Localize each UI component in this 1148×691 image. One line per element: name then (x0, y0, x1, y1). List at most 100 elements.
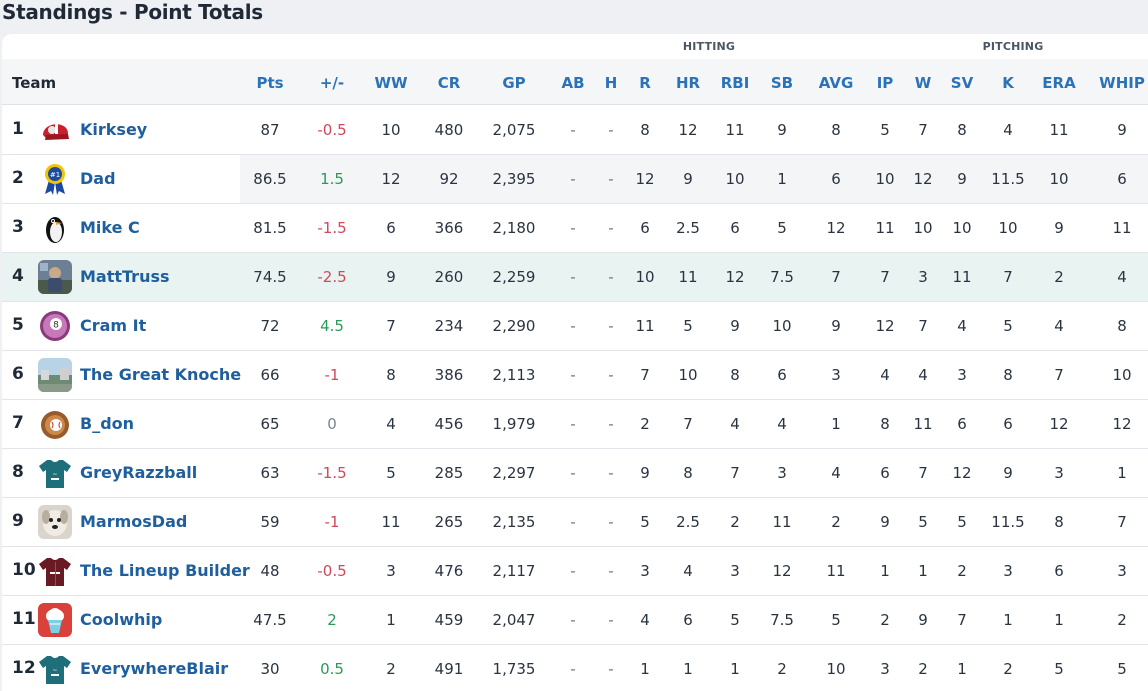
cell-era: 8 (1054, 513, 1064, 531)
cell-era: 5 (1054, 660, 1064, 678)
cell-ww: 3 (386, 562, 396, 580)
cell-sb: 9 (777, 121, 787, 139)
cell-era: 3 (1054, 464, 1064, 482)
column-header-whip[interactable]: WHIP (1099, 74, 1145, 92)
cell-whip: 3 (1117, 562, 1127, 580)
team-name-link[interactable]: Dad (80, 169, 116, 188)
cell-ip: 1 (880, 562, 890, 580)
table-row[interactable]: 5 8 Cram It 72 4.5 7 234 2,290 - - 11 5 9 10 9 12 7 4 5 4 8 (2, 302, 1148, 351)
cell-whip: 7 (1117, 513, 1127, 531)
cell-h: - (608, 121, 614, 139)
rank-number: 10 (12, 560, 36, 580)
cell-gp: 1,979 (492, 415, 536, 433)
table-row[interactable]: 7 B_don 65 0 4 456 1,979 - - 2 7 4 4 1 8 11 6 6 12 12 (2, 400, 1148, 449)
cell-era: 9 (1054, 219, 1064, 237)
svg-text:~: ~ (52, 471, 57, 478)
cell-gp: 2,259 (492, 268, 536, 286)
cell-pm: 1.5 (320, 170, 344, 188)
column-header-ab[interactable]: AB (561, 74, 585, 92)
team-avatar-photo-icon[interactable] (38, 260, 72, 294)
cell-k: 1 (1003, 611, 1013, 629)
column-header-team[interactable]: Team (12, 74, 57, 92)
team-avatar-teal-jersey-icon[interactable]: ~ (38, 456, 72, 490)
cell-ww: 11 (381, 513, 401, 531)
team-avatar-penguin-icon[interactable] (38, 211, 72, 245)
team-name-link[interactable]: GreyRazzball (80, 463, 198, 482)
cell-r: 1 (640, 660, 650, 678)
team-name-link[interactable]: The Great Knoche (80, 365, 242, 384)
team-avatar-eight-ball-icon[interactable]: 8 (38, 309, 72, 343)
cell-cr: 476 (434, 562, 464, 580)
column-header-ww[interactable]: WW (374, 74, 408, 92)
team-name-link[interactable]: Coolwhip (80, 610, 163, 629)
cell-h: - (608, 219, 614, 237)
cell-rbi: 6 (730, 219, 740, 237)
table-row[interactable]: 3 Mike C 81.5 -1.5 6 366 2,180 - - 6 2.5 6 5 12 11 10 10… (2, 204, 1148, 253)
table-row[interactable]: 10 The Lineup Builder 48 -0.5 3 476 2,117 - - 3 4 3… (2, 547, 1148, 596)
column-header-gp[interactable]: GP (502, 74, 526, 92)
cell-ab: - (570, 415, 576, 433)
cell-r: 6 (640, 219, 650, 237)
cell-sv: 2 (957, 562, 967, 580)
cell-hr: 2.5 (676, 219, 700, 237)
cell-ip: 11 (875, 219, 895, 237)
cell-hr: 9 (683, 170, 693, 188)
column-header-era[interactable]: ERA (1042, 74, 1076, 92)
team-avatar-maroon-jersey-icon[interactable] (38, 554, 72, 588)
column-header-avg[interactable]: AVG (818, 74, 854, 92)
column-header-sv[interactable]: SV (950, 74, 974, 92)
team-avatar-teal-jersey-icon[interactable]: ~ (38, 652, 72, 686)
cell-pm: -2.5 (317, 268, 347, 286)
team-name-link[interactable]: B_don (80, 414, 135, 433)
column-header-ip[interactable]: IP (876, 74, 894, 92)
column-header-rbi[interactable]: RBI (720, 74, 750, 92)
team-avatar-ice-cream-icon[interactable] (38, 603, 72, 637)
hitting-group-label: HITTING (682, 40, 736, 53)
table-row[interactable]: 8 ~ GreyRazzball 63 -1.5 5 285 2,297 - - 9 8 7 3 4 6 7 12… (2, 449, 1148, 498)
team-avatar-dog-icon[interactable] (38, 505, 72, 539)
table-row[interactable]: 2 #1 Dad 86.5 1.5 12 92 2,395 - - 12 9 10 1 6 10 12 9 11.5… (2, 155, 1148, 204)
cell-rbi: 9 (730, 317, 740, 335)
team-avatar-landscape-icon[interactable] (38, 358, 72, 392)
team-name-link[interactable]: MarmosDad (80, 512, 188, 531)
cell-ab: - (570, 660, 576, 678)
team-name-link[interactable]: EverywhereBlair (80, 659, 229, 678)
cell-h: - (608, 170, 614, 188)
cell-k: 9 (1003, 464, 1013, 482)
column-header-cr[interactable]: CR (437, 74, 461, 92)
team-avatar-baseball-glove-icon[interactable] (38, 407, 72, 441)
column-header-h[interactable]: H (604, 74, 618, 92)
cell-sv: 1 (957, 660, 967, 678)
team-name-link[interactable]: Mike C (80, 218, 140, 237)
column-header-w[interactable]: W (914, 74, 932, 92)
table-row[interactable]: 6 The Great Knoche 66 -1 8 386 2,113 - - 7 10 8 6 3 4 4… (2, 351, 1148, 400)
svg-text:~: ~ (52, 667, 57, 674)
table-row[interactable]: 9 MarmosDad 59 -1 11 265 2,135 - - 5 2.5 2 11 2 9 5 5 11.… (2, 498, 1148, 547)
column-header-[interactable]: +/- (319, 74, 345, 92)
cell-gp: 2,117 (492, 562, 536, 580)
column-header-hr[interactable]: HR (675, 74, 701, 92)
cell-avg: 2 (831, 513, 841, 531)
team-name-link[interactable]: MattTruss (80, 267, 170, 286)
team-name-link[interactable]: The Lineup Builder (80, 561, 250, 580)
team-name-link[interactable]: Kirksey (80, 120, 148, 139)
table-row[interactable]: 4 MattTruss 74.5 -2.5 9 260 2,259 - - 10 11 12 7.5 7 7… (2, 253, 1148, 302)
team-avatar-batting-helmet-icon[interactable] (38, 113, 72, 147)
column-header-sb[interactable]: SB (770, 74, 794, 92)
column-header-pts[interactable]: Pts (256, 74, 284, 92)
cell-pm: 2 (327, 611, 337, 629)
team-name-link[interactable]: Cram It (80, 316, 147, 335)
cell-sv: 11 (952, 268, 972, 286)
rank-number: 5 (12, 315, 24, 335)
team-avatar-ribbon-award-icon[interactable]: #1 (38, 162, 72, 196)
column-header-r[interactable]: R (639, 74, 651, 92)
table-row[interactable]: 11 Coolwhip 47.5 2 1 459 2,047- -4 6 5 7.5 5 2 9 7 1 1 2 (2, 596, 1148, 645)
cell-sv: 7 (957, 611, 967, 629)
column-header-k[interactable]: K (1002, 74, 1014, 92)
cell-pts: 86.5 (253, 170, 287, 188)
cell-w: 5 (918, 513, 928, 531)
table-row[interactable]: 12 ~ EverywhereBlair 30 0.5 2 491 1,735- -1 1 1 2 10… (2, 645, 1148, 691)
table-row[interactable]: 1 Kirksey 87 -0.5 10 480 2,075 - - 8 12 11 9 8 5 7 8 4 11 9 (2, 106, 1148, 155)
cell-sv: 3 (957, 366, 967, 384)
cell-sv: 8 (957, 121, 967, 139)
